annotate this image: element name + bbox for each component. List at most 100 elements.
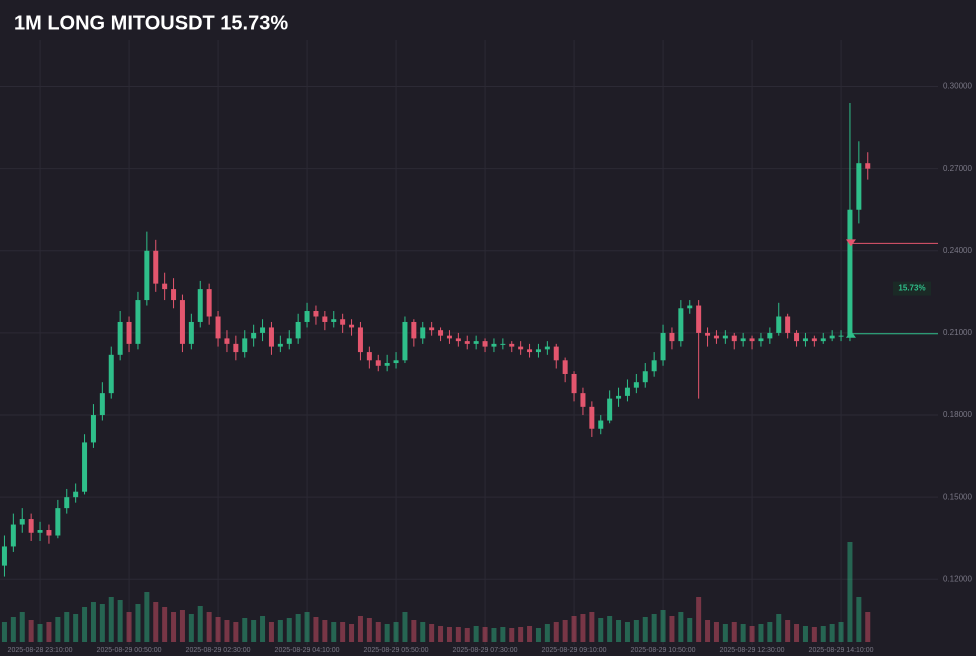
candle-body: [366, 352, 372, 361]
candle-body: [669, 332, 675, 342]
volume-bar: [251, 620, 257, 642]
candle-body: [642, 371, 648, 383]
volume-bar: [438, 626, 444, 642]
volume-bar: [171, 612, 177, 642]
candle-body: [571, 373, 577, 394]
candle-body: [544, 346, 550, 350]
volume-bar: [722, 624, 728, 642]
candle-body: [740, 338, 746, 342]
candle-body: [99, 393, 105, 416]
x-tick-label: 2025-08-29 05:50:00: [364, 647, 429, 654]
volume-bar: [527, 626, 533, 642]
candle-body: [420, 327, 426, 339]
candle-body: [117, 321, 123, 355]
candle-body: [162, 283, 168, 290]
volume-bar: [73, 614, 79, 642]
x-tick-label: 2025-08-29 00:50:00: [97, 647, 162, 654]
candle-body: [251, 332, 257, 339]
candle-body: [215, 316, 221, 339]
candle-body: [331, 319, 337, 322]
volume-bar: [286, 618, 292, 642]
candle-body: [277, 343, 283, 347]
volume-bar: [820, 626, 826, 642]
volume-bar: [28, 620, 34, 642]
volume-bar: [865, 612, 871, 642]
volume-bar: [642, 617, 648, 642]
volume-bar: [304, 612, 310, 642]
candle-body: [607, 398, 613, 421]
candle-body: [651, 360, 657, 372]
volume-bar: [215, 617, 221, 642]
candle-body: [580, 393, 586, 407]
candle-body: [233, 343, 239, 353]
volume-bar: [856, 597, 862, 642]
candle-body: [633, 382, 639, 388]
volume-bar: [482, 627, 488, 642]
candle-body: [384, 363, 390, 366]
candle-body: [500, 343, 506, 345]
volume-bar: [233, 622, 239, 642]
candle-body: [313, 311, 319, 317]
candle-body: [705, 332, 711, 336]
y-tick-label: 0.18000: [943, 410, 972, 419]
volume-bar: [802, 626, 808, 642]
candle-body: [562, 360, 568, 374]
candle-body: [829, 335, 835, 339]
candle-body: [482, 341, 488, 347]
volume-bar: [90, 602, 96, 642]
candle-body: [260, 327, 266, 333]
entry-marker: [845, 330, 856, 338]
candle-body: [696, 305, 702, 333]
volume-bar: [366, 618, 372, 642]
volume-bar: [758, 624, 764, 642]
volume-bar: [518, 627, 524, 642]
y-tick-label: 0.12000: [943, 574, 972, 583]
candle-body: [46, 530, 52, 536]
candle-body: [286, 338, 292, 344]
candle-body: [847, 209, 853, 336]
candle-body: [731, 335, 737, 342]
candle-body: [776, 316, 782, 333]
volume-bar: [188, 614, 194, 642]
candle-body: [153, 250, 159, 284]
candle-body: [73, 491, 79, 498]
volume-bar: [64, 612, 70, 642]
volume-bar: [55, 617, 61, 642]
candle-body: [295, 321, 301, 339]
volume-bar: [144, 592, 150, 642]
volume-bar: [224, 620, 230, 642]
volume-bar: [126, 612, 132, 642]
volume-bar: [268, 622, 274, 642]
candle-body: [553, 346, 559, 361]
candle-body: [179, 300, 185, 344]
volume-bar: [624, 622, 630, 642]
volume-bar: [162, 607, 168, 642]
candle-body: [535, 349, 541, 353]
volume-bar: [794, 624, 800, 642]
volume-bar: [384, 624, 390, 642]
candle-body: [82, 442, 88, 492]
volume-bar: [179, 610, 185, 642]
volume-bar: [660, 610, 666, 642]
exit-marker: [845, 239, 856, 247]
volume-bar: [767, 622, 773, 642]
candle-body: [758, 338, 764, 342]
candle-body: [108, 354, 114, 394]
y-tick-label: 0.27000: [943, 164, 972, 173]
volume-bar: [535, 628, 541, 642]
candle-body: [188, 321, 194, 344]
candle-body: [171, 289, 177, 301]
volume-bar: [464, 628, 470, 642]
y-tick-label: 0.30000: [943, 82, 972, 91]
volume-bar: [811, 627, 817, 642]
volume-bar: [82, 607, 88, 642]
volume-bar: [19, 612, 25, 642]
x-tick-label: 2025-08-29 14:10:00: [809, 647, 874, 654]
candle-body: [64, 497, 70, 509]
volume-bar: [696, 597, 702, 642]
volume-bar: [108, 597, 114, 642]
y-tick-label: 0.21000: [943, 328, 972, 337]
volume-bar: [580, 614, 586, 642]
candle-body: [794, 332, 800, 342]
volume-bar: [491, 628, 497, 642]
